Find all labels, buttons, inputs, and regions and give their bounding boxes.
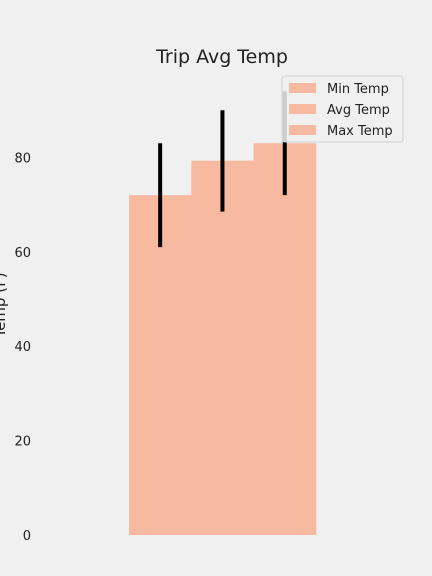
bar-avg-temp <box>191 160 254 536</box>
y-tick-label-20: 20 <box>14 435 31 450</box>
y-axis-ticks: 0 20 40 60 80 <box>14 151 31 544</box>
chart-title: Trip Avg Temp <box>155 46 288 68</box>
legend-label-avg-temp: Avg Temp <box>327 103 390 118</box>
legend-swatch-max-temp <box>289 125 316 135</box>
bar-min-temp <box>129 195 192 535</box>
y-axis-label: Temp (F) <box>0 272 9 338</box>
bars <box>129 143 317 536</box>
legend-swatch-avg-temp <box>289 104 316 114</box>
y-tick-label-40: 40 <box>14 340 31 355</box>
y-tick-label-60: 60 <box>14 246 31 261</box>
legend-swatch-min-temp <box>289 83 316 93</box>
y-tick-label-80: 80 <box>14 151 31 166</box>
bar-max-temp <box>253 143 317 536</box>
legend-label-max-temp: Max Temp <box>327 124 393 139</box>
y-tick-label-0: 0 <box>23 529 31 544</box>
legend-label-min-temp: Min Temp <box>327 82 389 97</box>
legend: Min Temp Avg Temp Max Temp <box>281 75 404 143</box>
